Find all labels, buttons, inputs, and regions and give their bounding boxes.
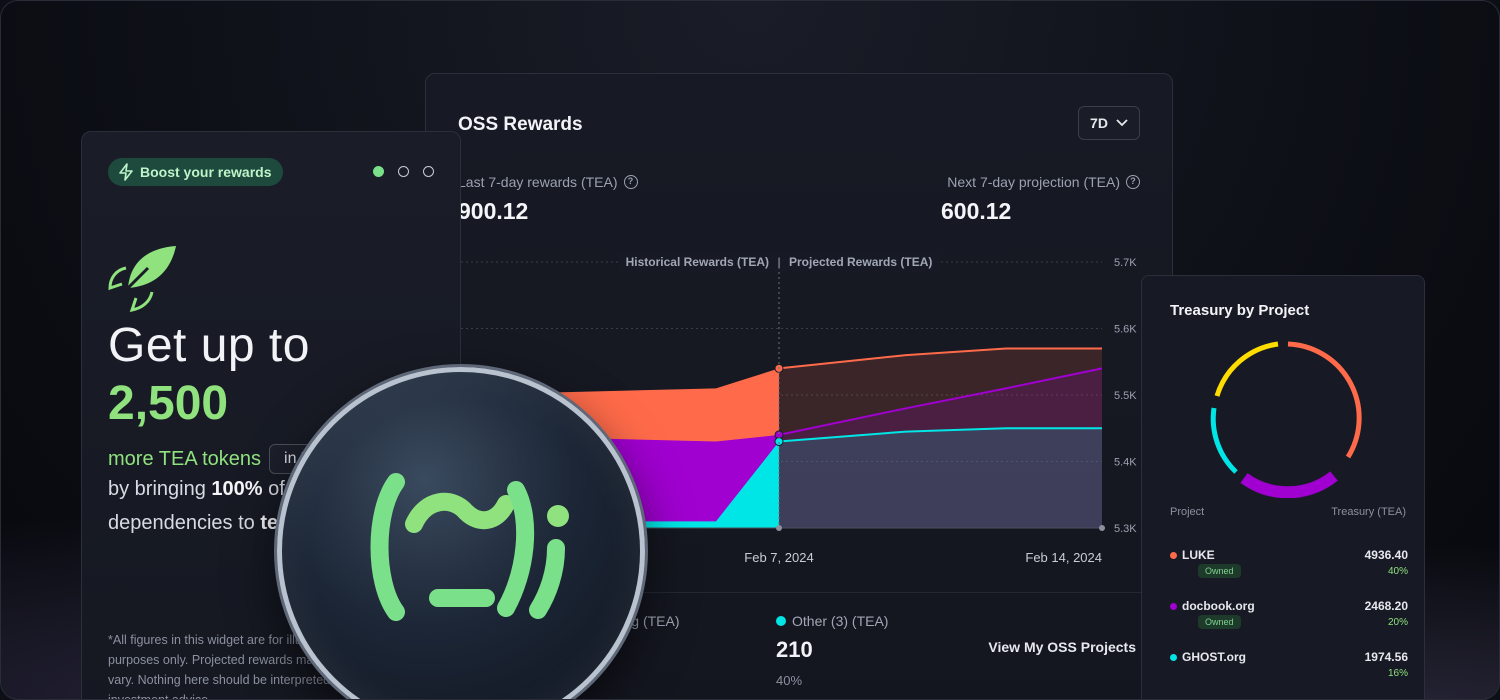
donut-segment-other [1214,341,1279,397]
boost-pill-text: Boost your rewards [140,164,272,180]
help-icon[interactable]: ? [1126,175,1140,189]
section-label-bg [618,252,940,272]
axis-marker [1099,525,1105,531]
y-tick-label: 5.5K [1114,390,1137,402]
disclaimer: *All figures in this widget are for illu… [108,633,347,700]
last-rewards-label: Last 7-day rewards (TEA) ? [458,174,638,190]
range-select[interactable]: 7D [1078,106,1140,140]
view-oss-projects-link[interactable]: View My OSS Projects [988,639,1158,655]
historical-area [456,441,779,528]
x-tick-label: Feb 7, 2024 [744,550,813,565]
boost-pill[interactable]: Boost your rewards [108,158,284,186]
legend-other-value: 210 [776,637,813,662]
projected-area [779,348,1102,528]
projected-area [779,368,1102,528]
dependencies-line: dependencies to tea [108,512,289,535]
row-pct: 40% [1387,566,1408,577]
col-project-header: Project [1170,506,1205,518]
owned-badge: Owned [1198,615,1241,629]
row-name: docbook.org [1182,599,1255,613]
legend-dot [776,616,786,626]
bringing-bold: 100% [211,478,263,500]
treasury-title: Treasury by Project [1170,302,1310,319]
bringing-pre: by bringing [108,478,212,500]
row-dot [1170,552,1177,559]
projected-line [778,347,1102,370]
y-tick-label: 5.3K [1114,523,1137,535]
projected-line [778,427,1102,443]
y-tick-label: 5.4K [1114,457,1137,469]
oss-title: OSS Rewards [458,114,583,135]
tokens-text: more TEA tokens [108,447,262,470]
donut-segment-luke [1287,341,1362,459]
row-pct: 16% [1387,668,1408,679]
owned-badge: Owned [1198,564,1241,578]
row-name: LUKE [1182,548,1215,562]
next-projection-value: 600.12 [941,198,1012,224]
tea-logo-icon [370,473,569,621]
pager-dot-3[interactable] [423,166,434,177]
projected-area [779,428,1102,528]
section-label-historical: Historical Rewards (TEA) [626,255,769,269]
legend-other-text: Other (3) (TEA) [792,613,889,629]
row-dot [1170,603,1177,610]
projected-line [778,367,1103,436]
range-value: 7D [1090,115,1108,131]
chevron-down-icon [1116,119,1128,127]
treasury-card: Treasury by Project Project Treasury (TE… [1141,275,1425,699]
tea-coin [277,367,645,699]
lightning-icon [119,163,133,181]
legend-other-label: Other (3) (TEA) [776,613,888,629]
y-tick-label: 5.7K [1114,257,1137,269]
boost-headline: Get up to [108,319,310,372]
last-rewards-label-text: Last 7-day rewards (TEA) [458,174,618,190]
x-tick-label: Feb 14, 2024 [1025,550,1102,565]
section-label-separator: | [777,255,780,269]
pager-dot-1[interactable] [373,166,384,177]
dependencies-pre: dependencies to [108,512,261,534]
y-tick-label: 5.6K [1114,324,1137,336]
row-value: 4936.40 [1364,548,1408,562]
section-label-projected: Projected Rewards (TEA) [789,255,932,269]
help-icon[interactable]: ? [623,175,638,189]
leaf-rocket-icon [108,246,176,312]
treasury-donut-chart [1210,341,1362,498]
row-value: 2468.20 [1364,599,1408,613]
pager-dot-2[interactable] [398,166,409,177]
row-dot [1170,654,1177,661]
legend-other: Other (3) (TEA) 210 40% [776,613,888,688]
row-pct: 20% [1387,617,1408,628]
boost-amount: 2,500 [108,377,229,430]
donut-segment-ghost [1210,407,1238,474]
view-oss-projects-text: View My OSS Projects [988,639,1136,655]
carousel-pager [373,166,434,177]
row-name: GHOST.org [1182,650,1247,664]
row-value: 1974.56 [1364,650,1408,664]
legend-other-pct: 40% [776,673,803,688]
last-rewards-value: 900.12 [458,198,529,224]
next-projection-label: Next 7-day projection (TEA) ? [947,174,1140,190]
axis-marker [776,525,782,531]
col-treasury-header: Treasury (TEA) [1331,506,1406,518]
donut-segment-docbook [1240,471,1338,498]
next-projection-label-text: Next 7-day projection (TEA) [947,174,1120,190]
